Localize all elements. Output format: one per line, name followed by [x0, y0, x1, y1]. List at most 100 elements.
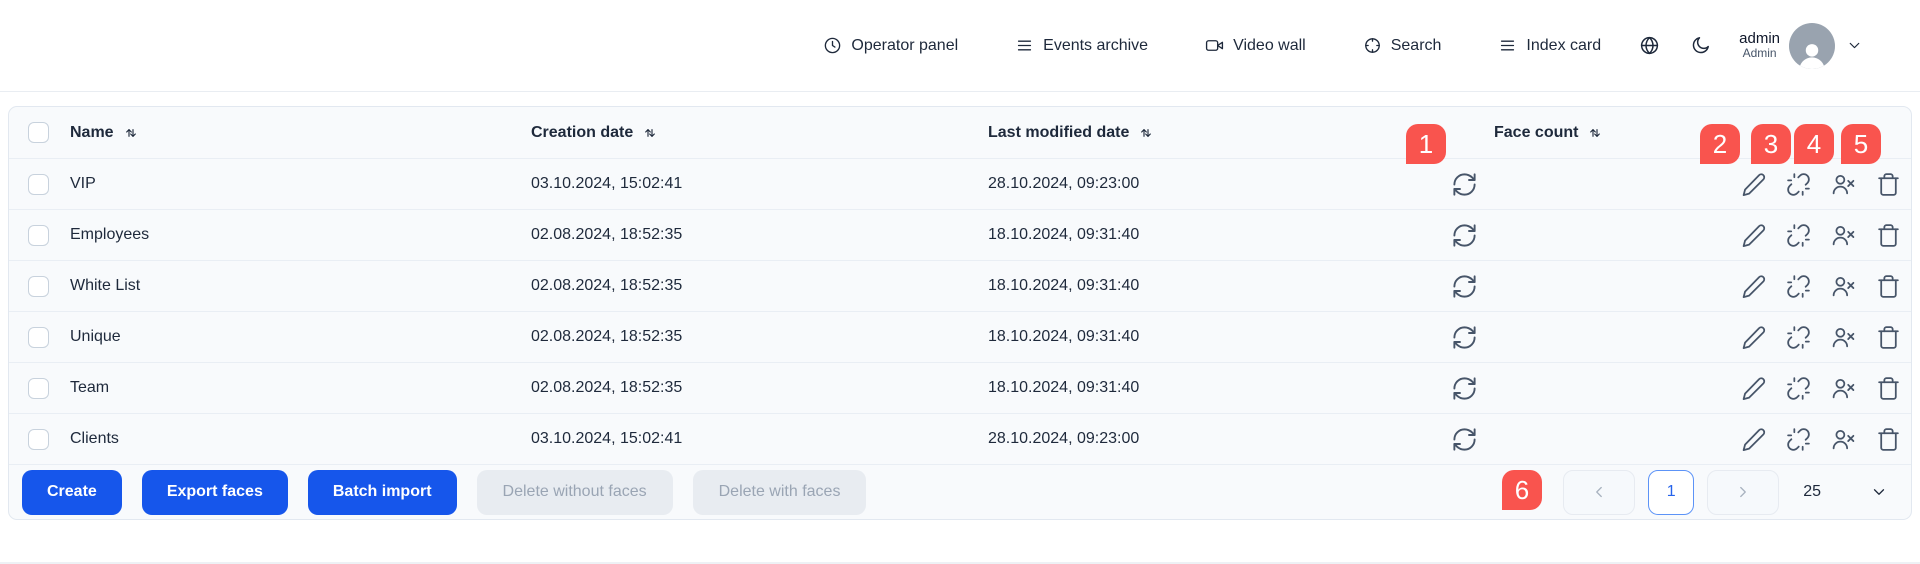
remove-person-button[interactable]: [1831, 427, 1856, 452]
theme-toggle-button[interactable]: [1690, 35, 1711, 56]
delete-button[interactable]: [1876, 427, 1901, 452]
nav-item-label: Index card: [1526, 36, 1602, 54]
refresh-icon: [1451, 324, 1478, 351]
row-checkbox[interactable]: [28, 224, 49, 246]
avatar[interactable]: [1789, 22, 1835, 69]
creation-date: 03.10.2024, 15:02:41: [531, 175, 683, 192]
table-row-team: Team 02.08.2024, 18:52:35 18.10.2024, 09…: [9, 362, 1911, 413]
delete-button[interactable]: [1876, 274, 1901, 299]
person-remove-icon: [1831, 376, 1856, 401]
annotation-badge-3: 3: [1751, 124, 1791, 164]
edit-button[interactable]: [1741, 427, 1766, 452]
delete-button[interactable]: [1876, 325, 1901, 350]
nav-item-index-card[interactable]: Index card: [1498, 36, 1601, 55]
trash-icon: [1876, 325, 1901, 350]
unlink-icon: [1786, 325, 1811, 350]
remove-person-button[interactable]: [1831, 376, 1856, 401]
prev-page-button[interactable]: [1563, 469, 1636, 515]
unlink-icon: [1786, 376, 1811, 401]
unlink-button[interactable]: [1786, 376, 1811, 401]
creation-date: 02.08.2024, 18:52:35: [531, 226, 683, 243]
remove-person-button[interactable]: [1831, 172, 1856, 197]
refresh-icon: [1451, 426, 1478, 453]
create-button[interactable]: Create: [22, 469, 122, 515]
sort-arrows-icon[interactable]: [642, 125, 658, 141]
column-label: Name: [70, 123, 114, 141]
row-checkbox[interactable]: [28, 428, 49, 450]
select-all-checkbox[interactable]: [28, 122, 49, 143]
remove-person-button[interactable]: [1831, 325, 1856, 350]
refresh-face-count-button[interactable]: [1451, 324, 1478, 351]
batch-import-button[interactable]: Batch import: [307, 469, 457, 515]
refresh-face-count-button[interactable]: [1451, 222, 1478, 249]
edit-button[interactable]: [1741, 223, 1766, 248]
table-row-white-list: White List 02.08.2024, 18:52:35 18.10.20…: [9, 260, 1911, 311]
user-menu[interactable]: admin Admin: [1739, 30, 1780, 61]
delete-button[interactable]: [1876, 172, 1901, 197]
unlink-button[interactable]: [1786, 427, 1811, 452]
last-modified-date: 18.10.2024, 09:31:40: [988, 379, 1140, 396]
column-header-last-modified-date[interactable]: Last modified date: [988, 124, 1445, 142]
list-name: VIP: [70, 175, 96, 192]
next-page-button[interactable]: [1707, 469, 1780, 515]
edit-button[interactable]: [1741, 274, 1766, 299]
row-actions: [1693, 223, 1911, 248]
column-header-face-count[interactable]: Face count: [1483, 124, 1693, 142]
refresh-face-count-button[interactable]: [1451, 171, 1478, 198]
row-checkbox[interactable]: [28, 377, 49, 399]
unlink-button[interactable]: [1786, 172, 1811, 197]
sort-arrows-icon[interactable]: [1138, 125, 1154, 141]
list-icon: [1498, 36, 1517, 55]
user-role: Admin: [1742, 46, 1777, 61]
person-remove-icon: [1831, 223, 1856, 248]
current-page-button[interactable]: 1: [1648, 469, 1695, 515]
column-label: Face count: [1494, 123, 1579, 141]
refresh-face-count-button[interactable]: [1451, 273, 1478, 300]
nav-item-search[interactable]: Search: [1363, 36, 1441, 55]
pencil-icon: [1741, 427, 1766, 452]
creation-date: 02.08.2024, 18:52:35: [531, 328, 683, 345]
last-modified-date: 28.10.2024, 09:23:00: [988, 175, 1140, 192]
nav-item-operator-panel[interactable]: Operator panel: [823, 36, 958, 55]
delete-button[interactable]: [1876, 376, 1901, 401]
remove-person-button[interactable]: [1831, 223, 1856, 248]
annotation-badge-4: 4: [1794, 124, 1834, 164]
edit-button[interactable]: [1741, 172, 1766, 197]
row-checkbox[interactable]: [28, 326, 49, 348]
sort-arrows-icon[interactable]: [123, 125, 139, 141]
refresh-face-count-button[interactable]: [1451, 426, 1478, 453]
lists-table: Name Creation date Last modified date Fa…: [8, 106, 1912, 520]
page-size-select[interactable]: 25: [1803, 483, 1888, 501]
unlink-icon: [1786, 172, 1811, 197]
chevron-down-icon: [1870, 483, 1888, 501]
refresh-face-count-button[interactable]: [1451, 375, 1478, 402]
remove-person-button[interactable]: [1831, 274, 1856, 299]
table-row-employees: Employees 02.08.2024, 18:52:35 18.10.202…: [9, 209, 1911, 260]
nav-item-events-archive[interactable]: Events archive: [1015, 36, 1148, 55]
pencil-icon: [1741, 376, 1766, 401]
row-checkbox[interactable]: [28, 275, 49, 297]
delete-without-faces-button[interactable]: Delete without faces: [476, 469, 673, 515]
language-button[interactable]: [1639, 35, 1660, 56]
column-header-name[interactable]: Name: [70, 124, 531, 142]
sort-arrows-icon[interactable]: [1587, 125, 1603, 141]
row-actions: [1693, 427, 1911, 452]
top-nav: Operator panel Events archive Video wall…: [0, 0, 1920, 92]
pencil-icon: [1741, 274, 1766, 299]
edit-button[interactable]: [1741, 376, 1766, 401]
unlink-button[interactable]: [1786, 274, 1811, 299]
unlink-button[interactable]: [1786, 325, 1811, 350]
export-faces-button[interactable]: Export faces: [141, 469, 288, 515]
last-modified-date: 18.10.2024, 09:31:40: [988, 277, 1140, 294]
delete-with-faces-button[interactable]: Delete with faces: [692, 469, 867, 515]
delete-button[interactable]: [1876, 223, 1901, 248]
table-footer: Create Export faces Batch import Delete …: [9, 464, 1911, 519]
edit-button[interactable]: [1741, 325, 1766, 350]
row-checkbox[interactable]: [28, 173, 49, 195]
person-remove-icon: [1831, 325, 1856, 350]
column-header-creation-date[interactable]: Creation date: [531, 124, 988, 142]
creation-date: 03.10.2024, 15:02:41: [531, 430, 683, 447]
nav-item-video-wall[interactable]: Video wall: [1205, 36, 1306, 55]
unlink-button[interactable]: [1786, 223, 1811, 248]
chevron-down-icon[interactable]: [1846, 37, 1863, 54]
